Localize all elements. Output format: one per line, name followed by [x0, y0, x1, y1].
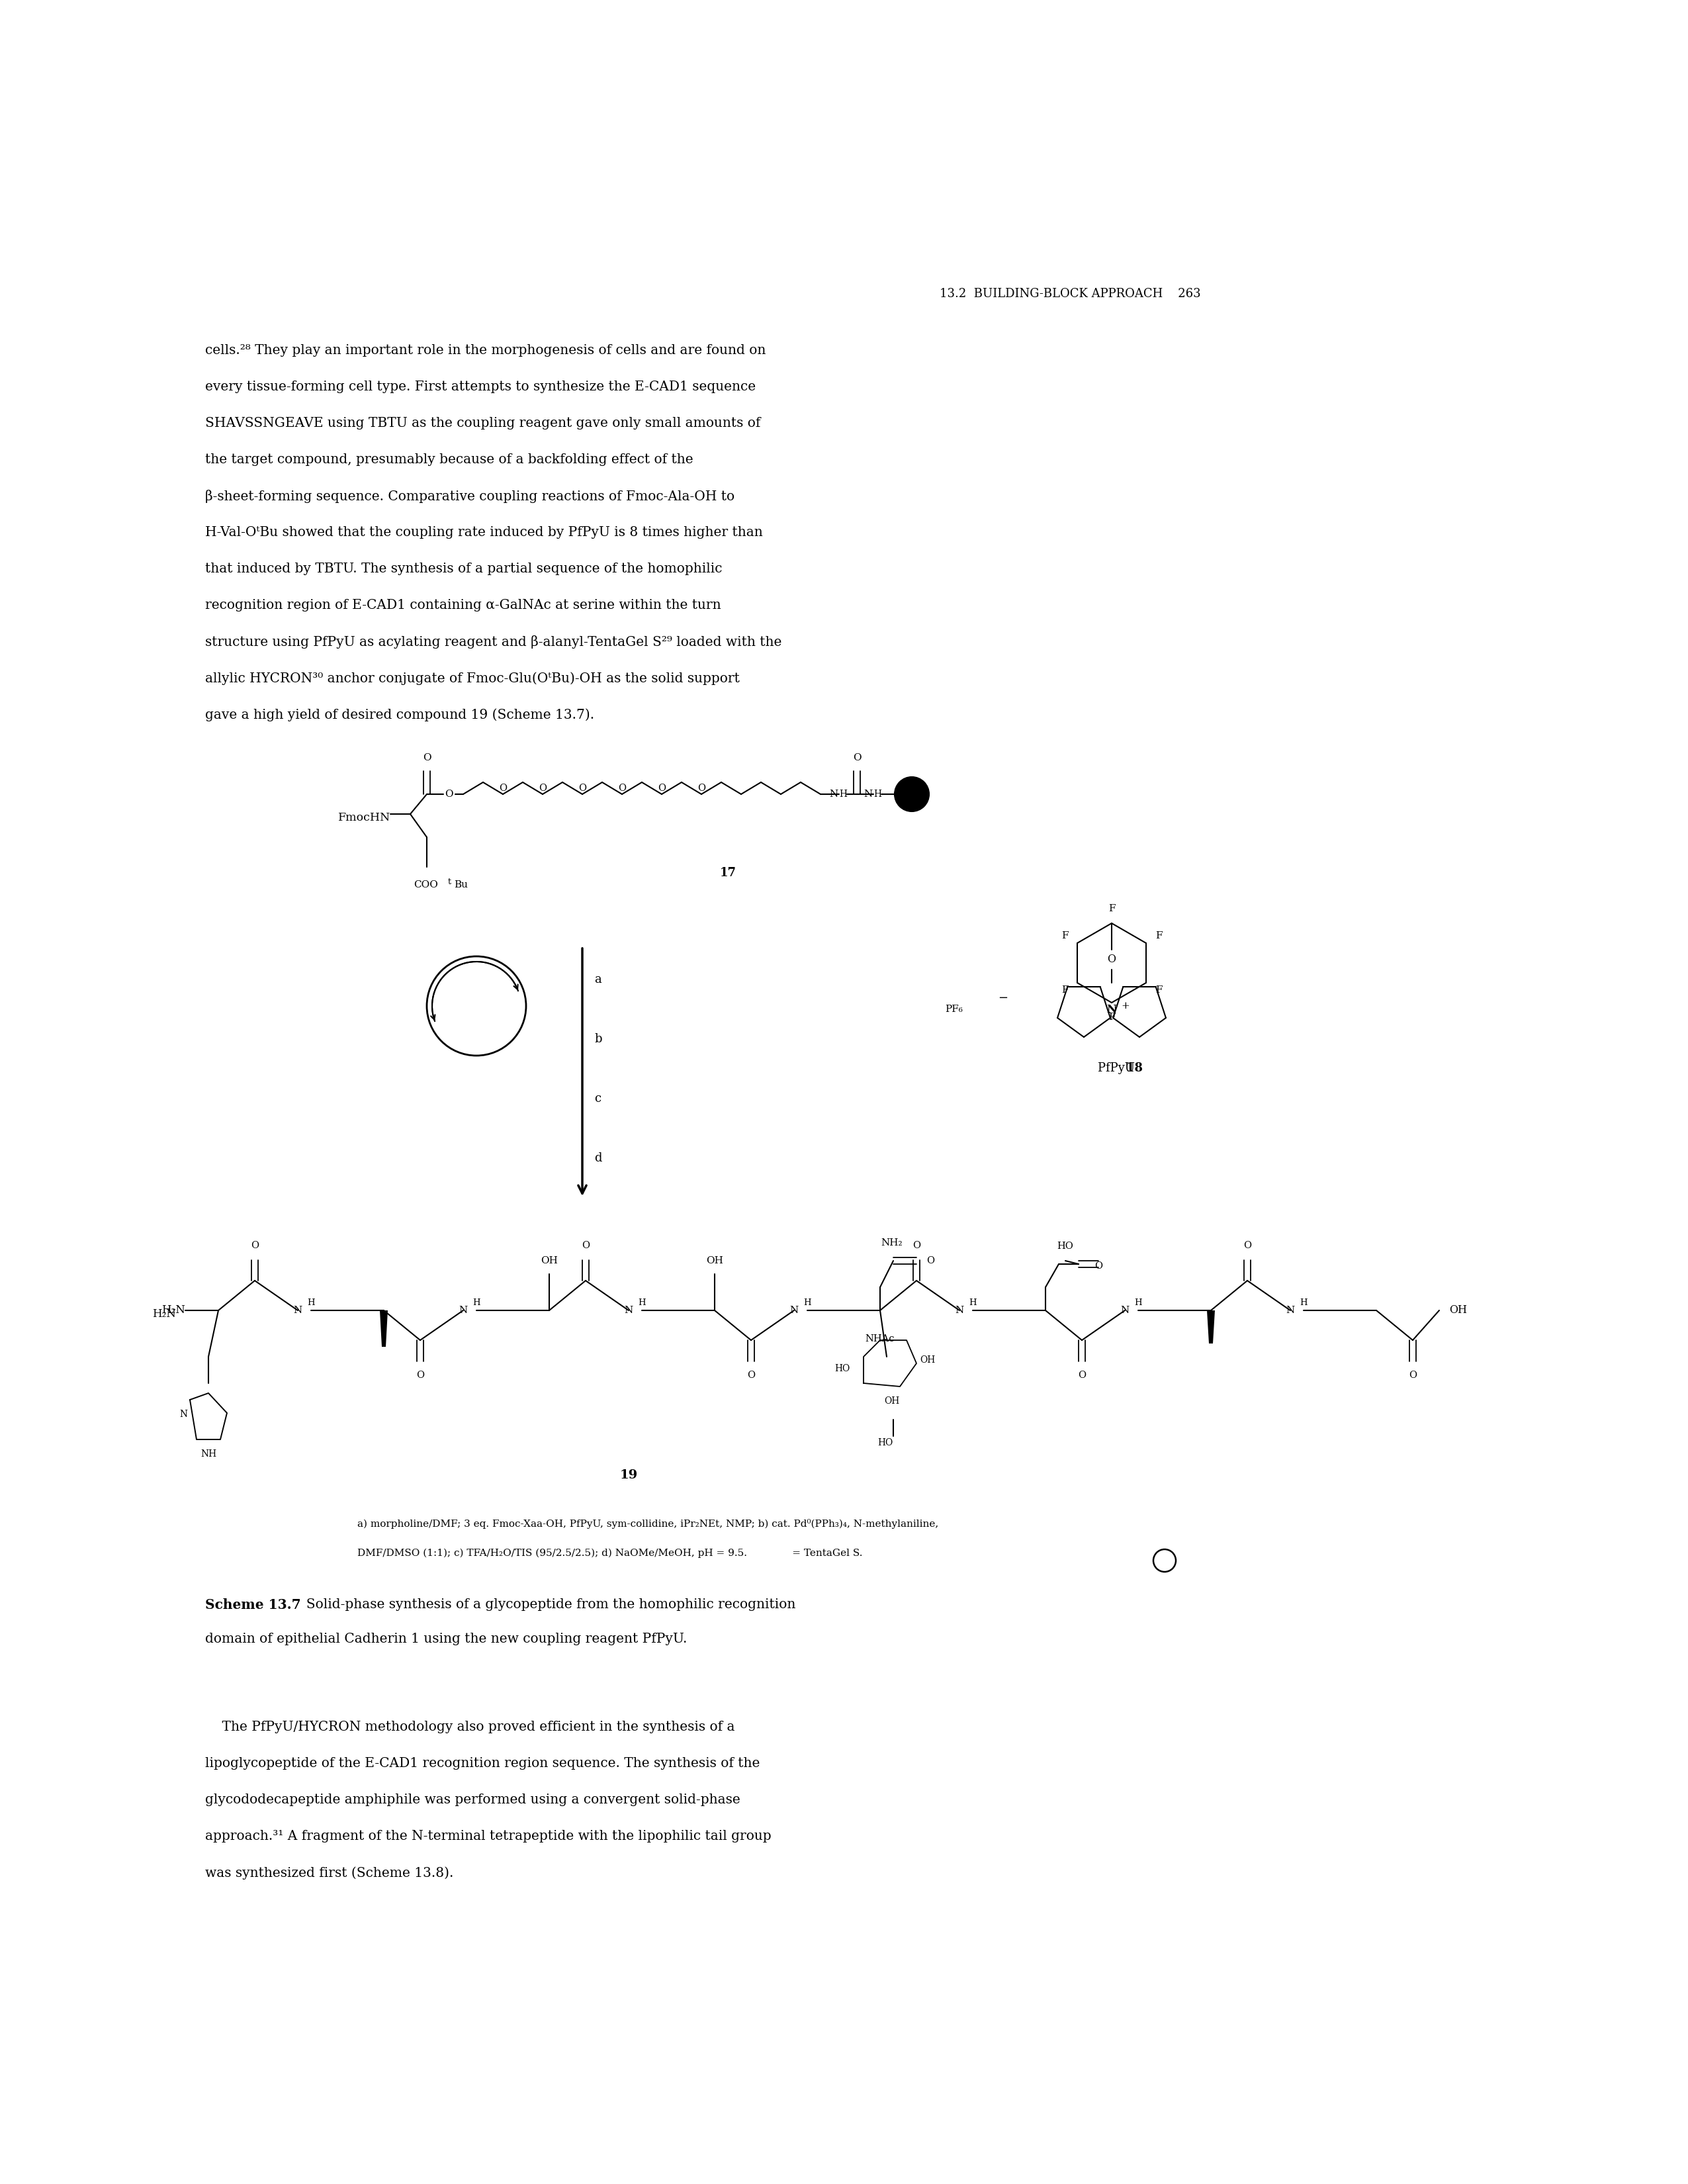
- Text: N: N: [459, 1306, 468, 1315]
- Text: every tissue-forming cell type. First attempts to synthesize the E-CAD1 sequence: every tissue-forming cell type. First at…: [206, 380, 756, 393]
- Text: 13.2  BUILDING-BLOCK APPROACH    263: 13.2 BUILDING-BLOCK APPROACH 263: [940, 288, 1200, 299]
- Text: cells.²⁸ They play an important role in the morphogenesis of cells and are found: cells.²⁸ They play an important role in …: [206, 345, 766, 356]
- Text: F: F: [1062, 985, 1069, 994]
- Text: NHAc: NHAc: [866, 1334, 895, 1343]
- Text: N: N: [1107, 1005, 1117, 1016]
- Text: N: N: [829, 791, 839, 799]
- Text: O: O: [444, 791, 452, 799]
- Text: F: F: [1155, 930, 1161, 941]
- Text: PF₆: PF₆: [945, 1005, 962, 1013]
- Text: OH: OH: [920, 1356, 935, 1365]
- Text: HO: HO: [1057, 1241, 1074, 1251]
- Text: c: c: [594, 1092, 601, 1105]
- Text: a) morpholine/DMF; 3 eq. Fmoc-Xaa-OH, PfPyU, sym-collidine, iPr₂NEt, NMP; b) cat: a) morpholine/DMF; 3 eq. Fmoc-Xaa-OH, Pf…: [358, 1518, 939, 1529]
- Text: O: O: [500, 784, 506, 793]
- Text: H-Val-OᵗBu showed that the coupling rate induced by PfPyU is 8 times higher than: H-Val-OᵗBu showed that the coupling rate…: [206, 526, 763, 539]
- Text: allylic HYCRON³⁰ anchor conjugate of Fmoc-Glu(OᵗBu)-OH as the solid support: allylic HYCRON³⁰ anchor conjugate of Fmo…: [206, 673, 739, 686]
- Text: SHAVSSNGEAVE using TBTU as the coupling reagent gave only small amounts of: SHAVSSNGEAVE using TBTU as the coupling …: [206, 417, 761, 430]
- Text: a: a: [594, 974, 601, 985]
- Polygon shape: [380, 1310, 388, 1348]
- Text: H₂N: H₂N: [162, 1304, 186, 1317]
- Text: Scheme 13.7: Scheme 13.7: [206, 1599, 300, 1612]
- Text: lipoglycopeptide of the E-CAD1 recognition region sequence. The synthesis of the: lipoglycopeptide of the E-CAD1 recogniti…: [206, 1758, 760, 1769]
- Text: the target compound, presumably because of a backfolding effect of the: the target compound, presumably because …: [206, 454, 694, 465]
- Text: 19: 19: [619, 1470, 638, 1481]
- Text: 18: 18: [1094, 1061, 1143, 1075]
- Text: O: O: [252, 1241, 258, 1249]
- Text: O: O: [1107, 954, 1116, 965]
- Text: O: O: [538, 784, 547, 793]
- Text: glycododecapeptide amphiphile was performed using a convergent solid-phase: glycododecapeptide amphiphile was perfor…: [206, 1793, 741, 1806]
- Text: N: N: [625, 1306, 633, 1315]
- Text: O: O: [748, 1372, 755, 1380]
- Text: HO: HO: [836, 1365, 851, 1374]
- Text: DMF/DMSO (1:1); c) TFA/H₂O/TIS (95/2.5/2.5); d) NaOMe/MeOH, pH = 9.5.           : DMF/DMSO (1:1); c) TFA/H₂O/TIS (95/2.5/2…: [358, 1548, 863, 1557]
- Text: H: H: [1300, 1299, 1307, 1306]
- Text: F: F: [1109, 1013, 1116, 1022]
- Text: FmocHN: FmocHN: [338, 812, 390, 823]
- Text: O: O: [927, 1256, 935, 1265]
- Text: HO: HO: [878, 1437, 893, 1448]
- Text: NH₂: NH₂: [881, 1238, 903, 1247]
- Text: O: O: [852, 753, 861, 762]
- Text: O: O: [417, 1372, 424, 1380]
- Text: Bu: Bu: [454, 880, 468, 889]
- Text: t: t: [447, 878, 451, 887]
- Text: OH: OH: [540, 1256, 557, 1265]
- Text: H: H: [473, 1299, 479, 1306]
- Text: −: −: [998, 992, 1008, 1005]
- Text: N: N: [790, 1306, 798, 1315]
- Text: F: F: [1109, 904, 1116, 913]
- Text: O: O: [1409, 1372, 1416, 1380]
- Text: N: N: [294, 1306, 302, 1315]
- Text: O: O: [618, 784, 626, 793]
- Text: approach.³¹ A fragment of the N-terminal tetrapeptide with the lipophilic tail g: approach.³¹ A fragment of the N-terminal…: [206, 1830, 771, 1843]
- Text: domain of epithelial Cadherin 1 using the new coupling reagent PfPyU.: domain of epithelial Cadherin 1 using th…: [206, 1634, 687, 1645]
- Text: 17: 17: [719, 867, 736, 878]
- Text: N: N: [955, 1306, 964, 1315]
- Text: H: H: [839, 791, 847, 799]
- Text: N: N: [179, 1409, 187, 1420]
- Text: d: d: [594, 1153, 603, 1164]
- Text: NH: NH: [201, 1450, 216, 1459]
- Text: PfPyU: PfPyU: [1097, 1061, 1139, 1075]
- Polygon shape: [1207, 1310, 1215, 1343]
- Text: N: N: [864, 791, 873, 799]
- Text: H: H: [638, 1299, 645, 1306]
- Text: +: +: [1121, 1000, 1129, 1011]
- Text: COO: COO: [414, 880, 437, 889]
- Text: N: N: [1286, 1306, 1295, 1315]
- Text: O: O: [1079, 1372, 1085, 1380]
- Text: O: O: [582, 1241, 589, 1249]
- Text: gave a high yield of desired compound 19 (Scheme 13.7).: gave a high yield of desired compound 19…: [206, 708, 594, 721]
- Text: recognition region of E-CAD1 containing α-GalNAc at serine within the turn: recognition region of E-CAD1 containing …: [206, 598, 721, 612]
- Text: O: O: [579, 784, 586, 793]
- Text: O: O: [697, 784, 706, 793]
- Text: F: F: [1062, 930, 1069, 941]
- Text: Solid-phase synthesis of a glycopeptide from the homophilic recognition: Solid-phase synthesis of a glycopeptide …: [297, 1599, 795, 1612]
- Text: O: O: [422, 753, 430, 762]
- Text: F: F: [1155, 985, 1161, 994]
- Text: structure using PfPyU as acylating reagent and β-alanyl-TentaGel S²⁹ loaded with: structure using PfPyU as acylating reage…: [206, 636, 782, 649]
- Text: The PfPyU/HYCRON methodology also proved efficient in the synthesis of a: The PfPyU/HYCRON methodology also proved…: [206, 1721, 734, 1734]
- Text: H: H: [1134, 1299, 1141, 1306]
- Text: OH: OH: [1448, 1304, 1467, 1317]
- Text: H: H: [803, 1299, 810, 1306]
- Circle shape: [895, 778, 928, 812]
- Text: that induced by TBTU. The synthesis of a partial sequence of the homophilic: that induced by TBTU. The synthesis of a…: [206, 563, 722, 574]
- Text: b: b: [594, 1033, 603, 1044]
- Text: H: H: [969, 1299, 976, 1306]
- Text: was synthesized first (Scheme 13.8).: was synthesized first (Scheme 13.8).: [206, 1867, 454, 1880]
- Text: O: O: [1094, 1262, 1102, 1271]
- Text: H: H: [873, 791, 881, 799]
- Text: OH: OH: [885, 1396, 900, 1406]
- Text: β-sheet-forming sequence. Comparative coupling reactions of Fmoc-Ala-OH to: β-sheet-forming sequence. Comparative co…: [206, 489, 734, 502]
- Text: N: N: [1121, 1306, 1129, 1315]
- Text: H: H: [307, 1299, 314, 1306]
- Text: OH: OH: [706, 1256, 722, 1265]
- Text: O: O: [913, 1241, 920, 1249]
- Text: O: O: [658, 784, 665, 793]
- Text: O: O: [1244, 1241, 1251, 1249]
- Text: H₂N: H₂N: [152, 1308, 176, 1319]
